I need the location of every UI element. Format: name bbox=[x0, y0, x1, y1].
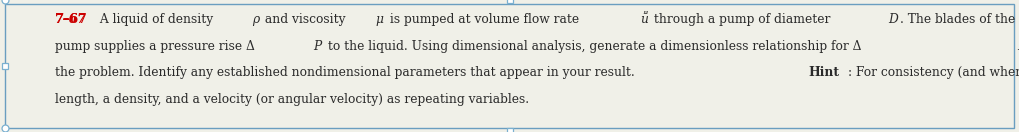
Text: ρ: ρ bbox=[252, 13, 259, 26]
Text: A liquid of density: A liquid of density bbox=[96, 13, 217, 26]
Text: D: D bbox=[888, 13, 898, 26]
Text: P: P bbox=[1017, 39, 1019, 53]
Text: to the liquid. Using dimensional analysis, generate a dimensionless relationship: to the liquid. Using dimensional analysi… bbox=[324, 39, 861, 53]
Text: 7–67: 7–67 bbox=[55, 13, 87, 26]
Text: P: P bbox=[313, 39, 321, 53]
Text: . The blades of the pump rotate at angular velocity: . The blades of the pump rotate at angul… bbox=[901, 13, 1019, 26]
Text: is pumped at volume flow rate: is pumped at volume flow rate bbox=[385, 13, 583, 26]
Text: the problem. Identify any established nondimensional parameters that appear in y: the problem. Identify any established no… bbox=[55, 66, 639, 79]
Text: pump supplies a pressure rise Δ: pump supplies a pressure rise Δ bbox=[55, 39, 255, 53]
Text: Hint: Hint bbox=[808, 66, 840, 79]
Text: through a pump of diameter: through a pump of diameter bbox=[650, 13, 835, 26]
Text: and viscosity: and viscosity bbox=[261, 13, 350, 26]
Text: 7–67: 7–67 bbox=[55, 13, 87, 26]
Text: length, a density, and a velocity (or angular velocity) as repeating variables.: length, a density, and a velocity (or an… bbox=[55, 93, 529, 105]
Text: μ: μ bbox=[375, 13, 383, 26]
FancyBboxPatch shape bbox=[5, 4, 1014, 128]
Text: : For consistency (and whenever possible), it is wise to choose a: : For consistency (and whenever possible… bbox=[848, 66, 1019, 79]
Text: ṻ: ṻ bbox=[640, 13, 648, 26]
